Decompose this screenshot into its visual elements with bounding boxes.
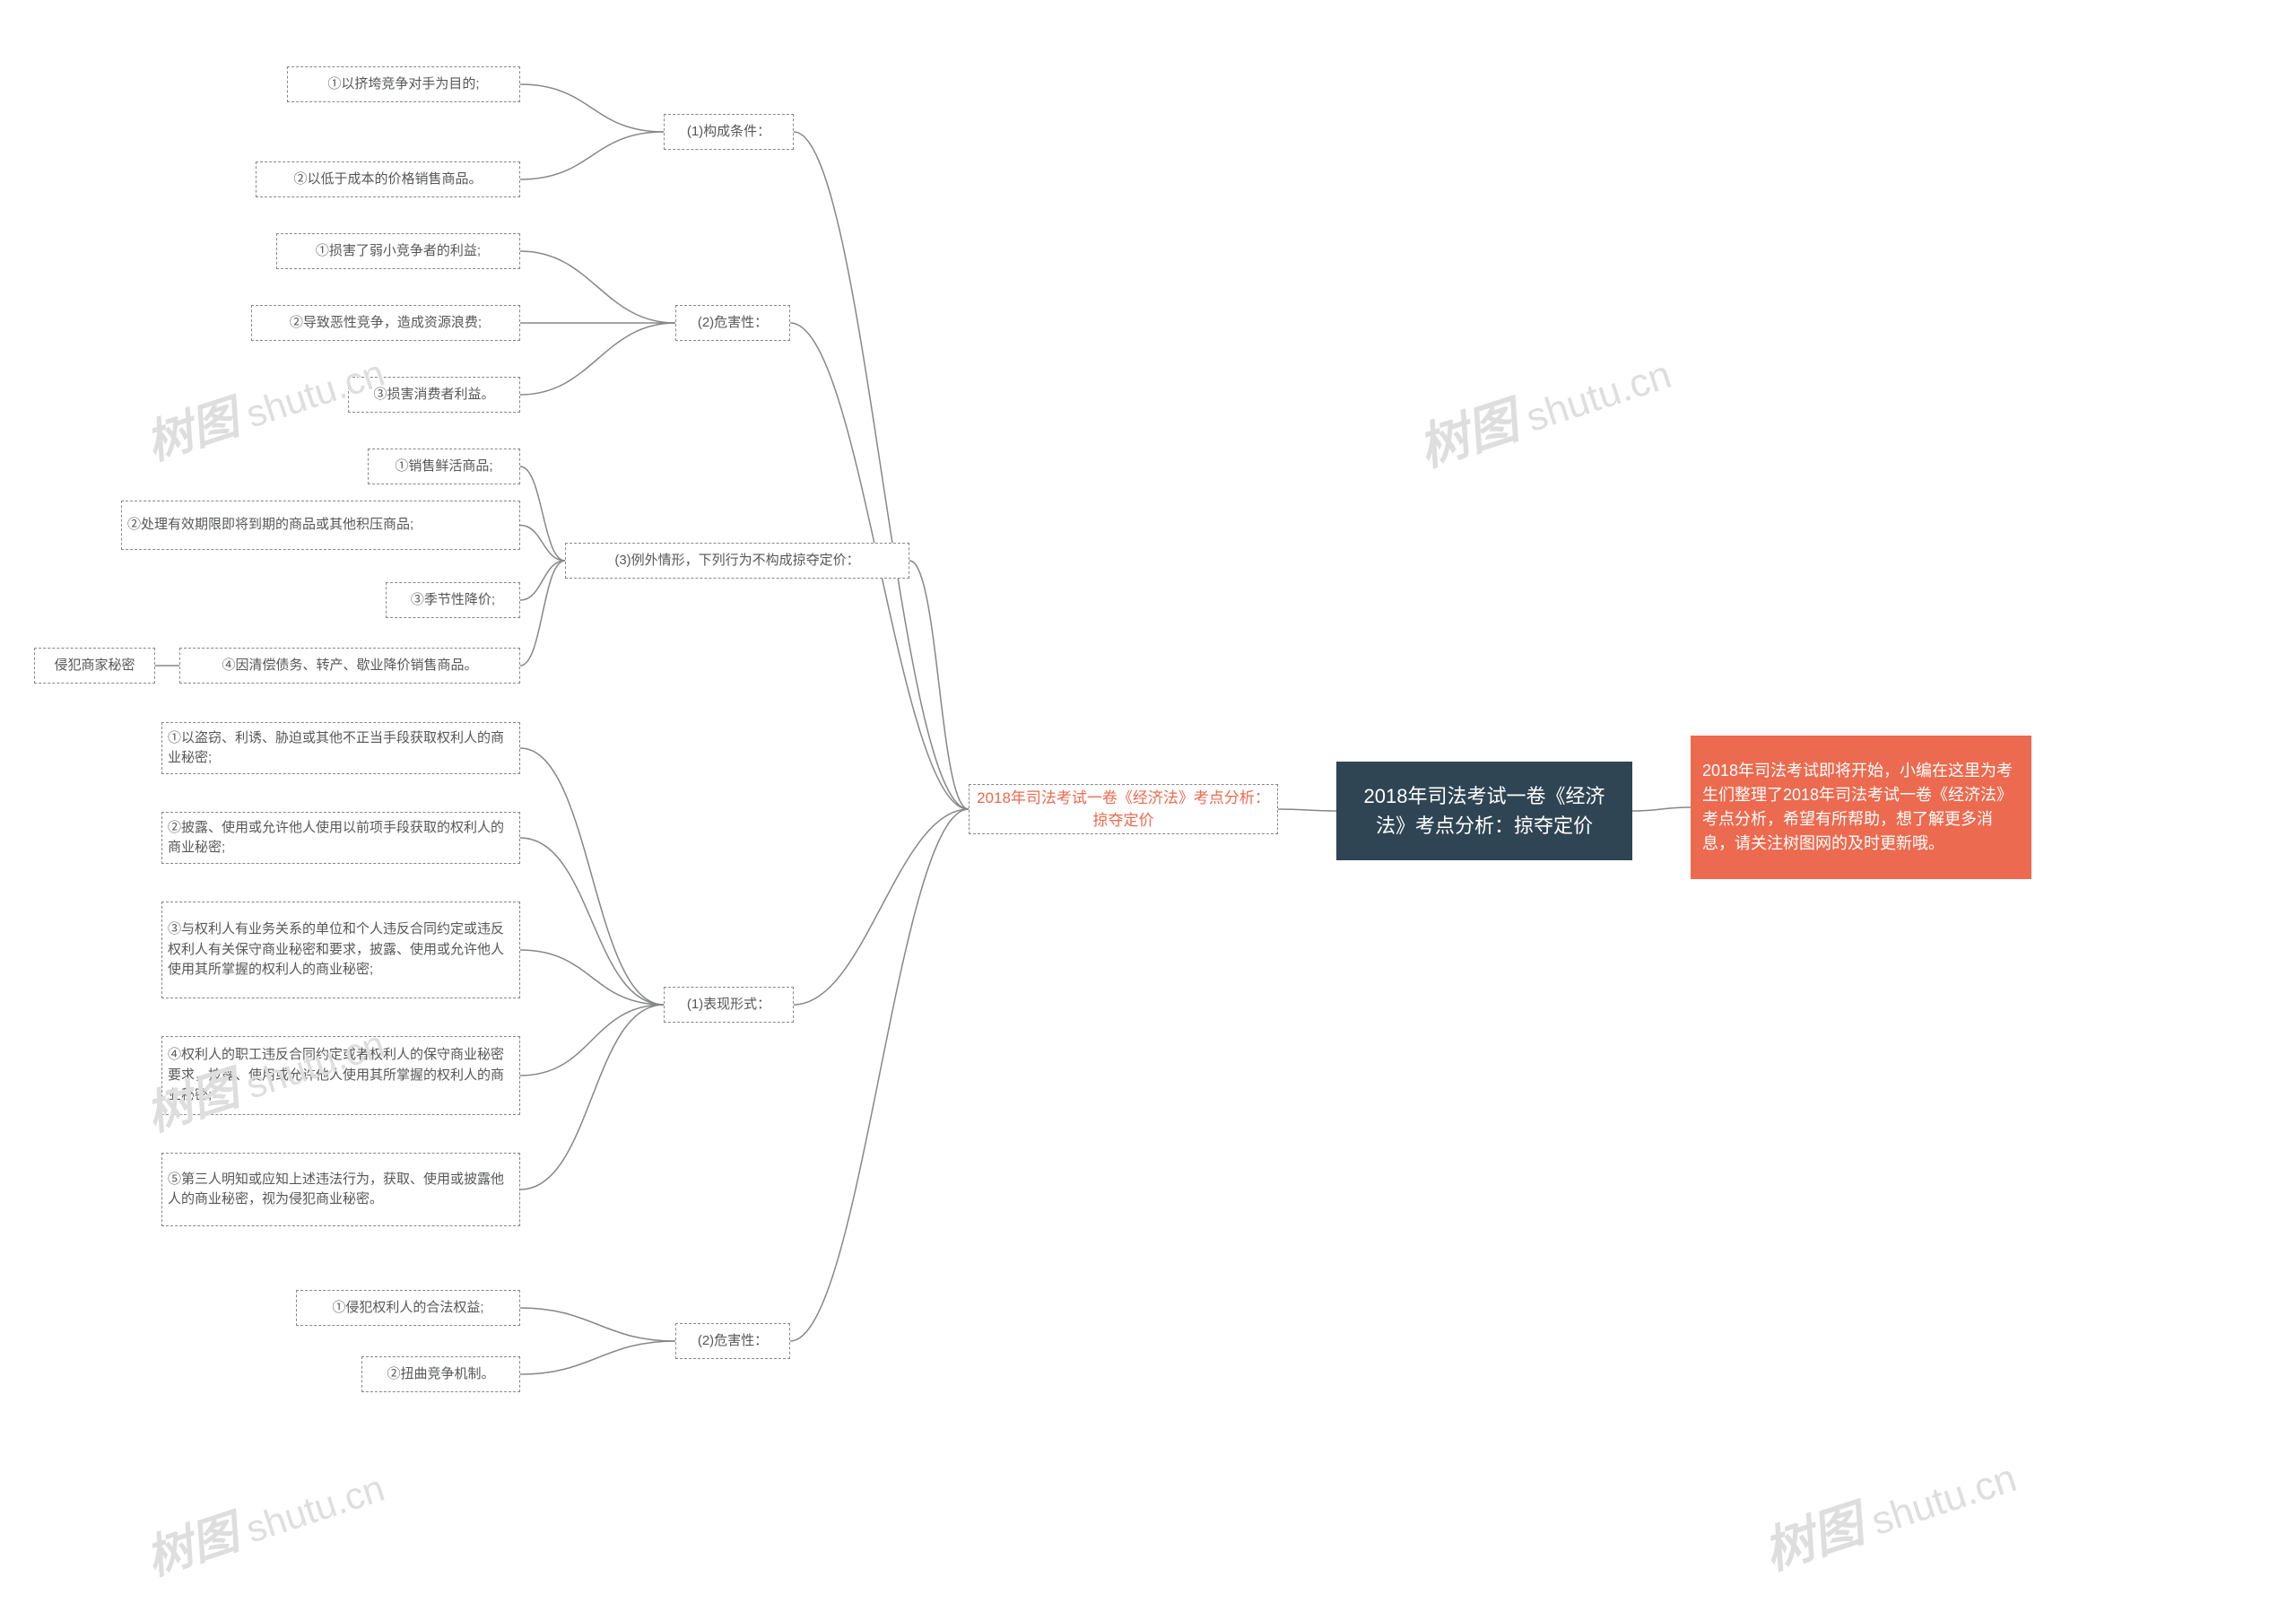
node-s5_2: ②扭曲竞争机制。 — [361, 1356, 520, 1392]
edge-left_title-s4 — [794, 809, 969, 1005]
node-s3_2: ②处理有效期限即将到期的商品或其他积压商品; — [121, 501, 520, 550]
edge-s4-s4_2 — [520, 838, 664, 1005]
node-s3_4: ④因清偿债务、转产、歇业降价销售商品。 — [179, 648, 520, 684]
edge-s3-s3_4 — [520, 561, 565, 666]
edge-s3-s3_3 — [520, 561, 565, 600]
node-s5_1: ①侵犯权利人的合法权益; — [296, 1290, 520, 1326]
node-s3_3: ③季节性降价; — [386, 582, 520, 618]
node-s3: (3)例外情形，下列行为不构成掠夺定价： — [565, 543, 909, 579]
edge-s4-s4_5 — [520, 1005, 664, 1189]
node-s2_2: ②导致恶性竞争，造成资源浪费; — [251, 305, 520, 341]
node-right_desc: 2018年司法考试即将开始，小编在这里为考生们整理了2018年司法考试一卷《经济… — [1691, 736, 2031, 879]
edge-left_title-s3 — [909, 561, 969, 809]
edge-left_title-s5 — [790, 809, 969, 1341]
edge-s4-s4_1 — [520, 748, 664, 1005]
edge-s3-s3_1 — [520, 466, 565, 561]
edge-s1-s1_1 — [520, 84, 664, 132]
node-s1: (1)构成条件： — [664, 114, 794, 150]
edge-root-left_title — [1278, 809, 1336, 811]
node-s4_3: ③与权利人有业务关系的单位和个人违反合同约定或违反权利人有关保守商业秘密和要求，… — [161, 902, 520, 998]
node-s1_2: ②以低于成本的价格销售商品。 — [256, 161, 520, 197]
node-s2_1: ①损害了弱小竞争者的利益; — [276, 233, 520, 269]
node-s4_1: ①以盗窃、利诱、胁迫或其他不正当手段获取权利人的商业秘密; — [161, 722, 520, 774]
edge-s5-s5_1 — [520, 1308, 675, 1341]
node-secret: 侵犯商家秘密 — [34, 648, 155, 684]
edge-s2-s2_3 — [520, 323, 675, 395]
edge-s4-s4_4 — [520, 1005, 664, 1076]
node-s4_2: ②披露、使用或允许他人使用以前项手段获取的权利人的商业秘密; — [161, 812, 520, 864]
node-s2: (2)危害性： — [675, 305, 790, 341]
edge-s2-s2_1 — [520, 251, 675, 323]
node-s4_4: ④权利人的职工违反合同约定或者权利人的保守商业秘密要求，披露、使用或允许他人使用… — [161, 1036, 520, 1115]
node-s5: (2)危害性： — [675, 1323, 790, 1359]
node-s1_1: ①以挤垮竞争对手为目的; — [287, 66, 520, 102]
node-s2_3: ③损害消费者利益。 — [348, 377, 520, 413]
edge-root-right_desc — [1632, 807, 1691, 811]
node-s4: (1)表现形式： — [664, 987, 794, 1023]
edge-s5-s5_2 — [520, 1341, 675, 1374]
node-s3_1: ①销售鲜活商品; — [368, 449, 520, 484]
edge-s1-s1_2 — [520, 132, 664, 179]
node-s4_5: ⑤第三人明知或应知上述违法行为，获取、使用或披露他人的商业秘密，视为侵犯商业秘密… — [161, 1153, 520, 1226]
edge-s3-s3_2 — [520, 526, 565, 562]
node-left_title: 2018年司法考试一卷《经济法》考点分析：掠夺定价 — [969, 784, 1278, 834]
node-root: 2018年司法考试一卷《经济法》考点分析：掠夺定价 — [1336, 762, 1632, 860]
